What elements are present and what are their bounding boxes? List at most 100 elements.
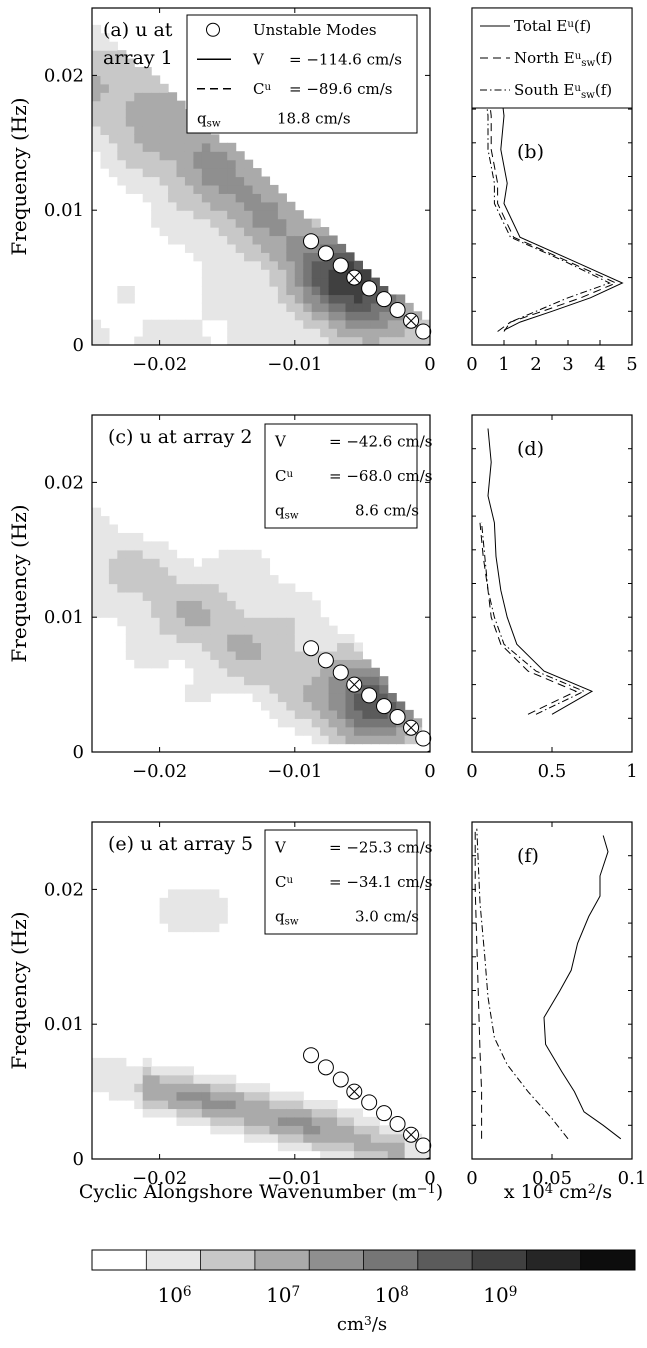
- contour-cell: [168, 914, 178, 924]
- contour-cell: [277, 718, 287, 728]
- contour-cell: [294, 634, 304, 644]
- contour-cell: [201, 906, 211, 916]
- panel-title-a: (a) u at: [103, 19, 173, 41]
- contour-cell: [193, 566, 203, 576]
- contour-cell: [261, 235, 271, 245]
- contour-cell: [252, 286, 262, 296]
- contour-cell: [159, 1083, 169, 1093]
- contour-cell: [151, 142, 161, 152]
- contour-cell: [159, 193, 169, 203]
- contour-cell: [337, 650, 347, 660]
- contour-cell: [168, 210, 178, 220]
- contour-cell: [125, 583, 135, 593]
- contour-cell: [176, 914, 186, 924]
- contour-cell: [345, 319, 355, 329]
- contour-cell: [286, 583, 296, 593]
- contour-cell: [269, 184, 279, 194]
- panel-label-d: (d): [517, 438, 544, 460]
- contour-cell: [151, 591, 161, 601]
- contour-cell: [311, 617, 321, 627]
- contour-cell: [303, 693, 313, 703]
- contour-cell: [218, 168, 228, 178]
- contour-cell: [117, 58, 127, 68]
- contour-cell: [201, 311, 211, 321]
- contour-cell: [244, 625, 254, 635]
- contour-cell: [92, 591, 102, 601]
- contour-cell: [92, 566, 102, 576]
- x-tick-label: 0: [466, 354, 477, 375]
- contour-cell: [227, 1125, 237, 1135]
- contour-cell: [100, 159, 110, 169]
- contour-cell: [286, 302, 296, 312]
- contour-cell: [151, 193, 161, 203]
- contour-cell: [125, 549, 135, 559]
- unstable-mode-marker: [415, 1137, 432, 1154]
- contour-cell: [294, 336, 304, 345]
- contour-cell: [286, 617, 296, 627]
- contour-cell: [108, 532, 118, 542]
- contour-cell: [227, 252, 237, 262]
- contour-cell: [277, 650, 287, 660]
- contour-cell: [252, 558, 262, 568]
- legend-entry-name: Cu: [275, 873, 293, 891]
- contour-cell: [252, 1083, 262, 1093]
- contour-cell: [142, 319, 152, 329]
- contour-cell: [294, 311, 304, 321]
- contour-cell: [362, 735, 372, 745]
- contour-cell: [261, 302, 271, 312]
- contour-cell: [311, 1116, 321, 1126]
- contour-cell: [235, 302, 245, 312]
- x-tick-label: 0.1: [618, 1168, 647, 1189]
- contour-cell: [345, 302, 355, 312]
- contour-cell: [176, 184, 186, 194]
- contour-cell: [370, 718, 380, 728]
- x-tick-label: 0: [466, 761, 477, 782]
- contour-cell: [244, 1116, 254, 1126]
- contour-cell: [100, 58, 110, 68]
- contour-cell: [345, 701, 355, 711]
- contour-cell: [125, 117, 135, 127]
- contour-cell: [218, 277, 228, 287]
- contour-cell: [328, 319, 338, 329]
- contour-cell: [404, 735, 414, 745]
- contour-cell: [370, 701, 380, 711]
- y-tick-label: 0.02: [44, 65, 84, 86]
- contour-cell: [353, 1125, 363, 1135]
- contour-cell: [353, 260, 363, 270]
- contour-cell: [379, 286, 389, 296]
- contour-cell: [184, 151, 194, 161]
- contour-cell: [337, 294, 347, 304]
- contour-cell: [193, 608, 203, 618]
- contour-cell: [379, 676, 389, 686]
- contour-cell: [159, 142, 169, 152]
- contour-cell: [108, 117, 118, 127]
- contour-cell: [328, 634, 338, 644]
- contour-cell: [353, 642, 363, 652]
- contour-cell: [134, 642, 144, 652]
- contour-cell: [142, 659, 152, 669]
- x-axis-label-e: Cyclic Alongshore Wavenumber (m−1): [79, 1181, 443, 1203]
- contour-cell: [184, 328, 194, 338]
- contour-cell: [117, 142, 127, 152]
- contour-cell: [201, 260, 211, 270]
- contour-cell: [303, 227, 313, 237]
- contour-cell: [134, 659, 144, 669]
- contour-cell: [362, 319, 372, 329]
- contour-cell: [151, 109, 161, 119]
- contour-cell: [235, 1100, 245, 1110]
- contour-cell: [379, 302, 389, 312]
- contour-cell: [235, 608, 245, 618]
- contour-cell: [227, 558, 237, 568]
- contour-cell: [303, 676, 313, 686]
- x-tick-label: 2: [530, 354, 541, 375]
- contour-cell: [353, 718, 363, 728]
- contour-cell: [337, 319, 347, 329]
- contour-cell: [168, 549, 178, 559]
- contour-cell: [269, 667, 279, 677]
- contour-cell: [193, 676, 203, 686]
- contour-cell: [235, 1083, 245, 1093]
- contour-cell: [142, 1066, 152, 1076]
- contour-cell: [277, 693, 287, 703]
- contour-cell: [201, 642, 211, 652]
- contour-cell: [421, 336, 430, 345]
